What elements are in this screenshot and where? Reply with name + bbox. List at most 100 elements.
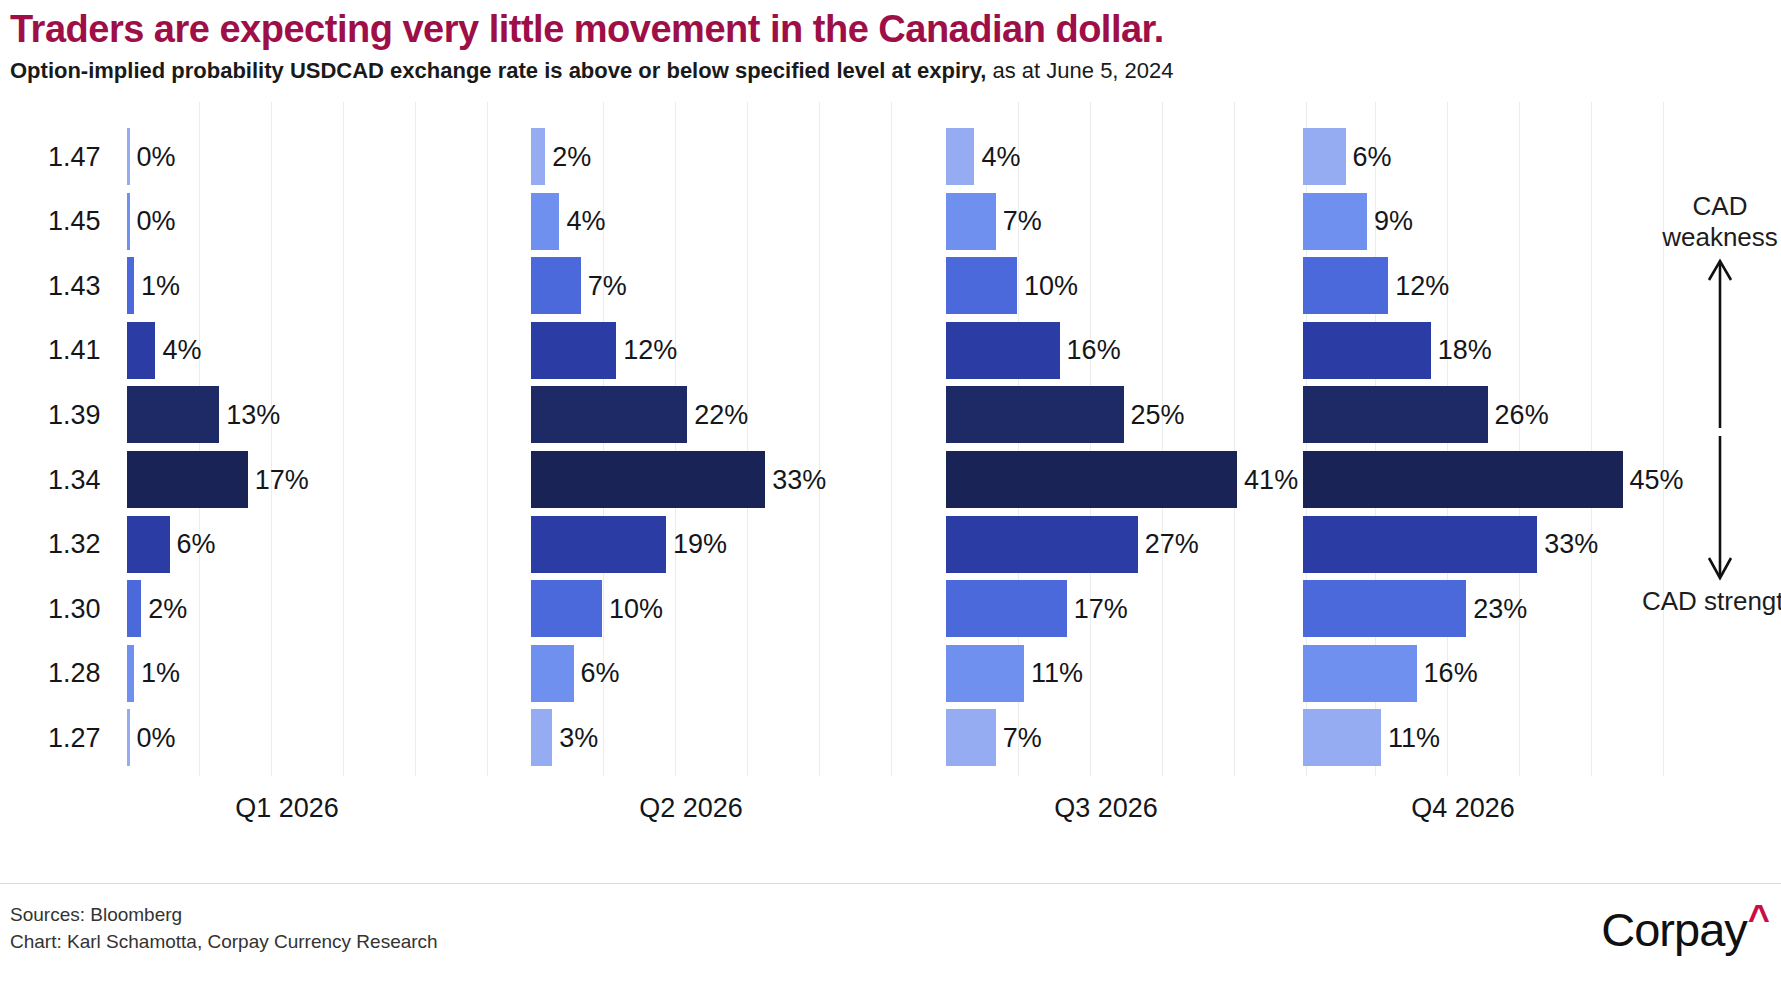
bar (1303, 322, 1431, 379)
quarter-label: Q3 2026 (946, 793, 1266, 824)
rate-tick-label: 1.39 (48, 400, 120, 431)
bar-value-label: 2% (552, 142, 591, 173)
bar (531, 516, 666, 573)
rate-tick-label: 1.41 (48, 335, 120, 366)
bar (127, 257, 134, 314)
bar-value-label: 17% (255, 465, 309, 496)
bar (1303, 580, 1466, 637)
bar (1303, 386, 1488, 443)
page-subtitle: Option-implied probability USDCAD exchan… (10, 57, 1174, 85)
bar-value-label: 16% (1424, 658, 1478, 689)
bar-value-label: 4% (566, 206, 605, 237)
bar (127, 128, 130, 185)
bar (531, 645, 574, 702)
bar-value-label: 22% (694, 400, 748, 431)
bar (127, 451, 248, 508)
bar (531, 257, 581, 314)
bar-value-label: 33% (772, 465, 826, 496)
bar-value-label: 27% (1145, 529, 1199, 560)
bar (531, 128, 545, 185)
bar (127, 709, 130, 766)
bar-value-label: 2% (148, 594, 187, 625)
bar-value-label: 11% (1388, 723, 1440, 754)
cad-weakness-arrow-up-icon (1696, 256, 1744, 430)
quarter-label: Q4 2026 (1303, 793, 1623, 824)
gridline (1591, 102, 1592, 776)
bar (946, 322, 1060, 379)
gridline (1162, 102, 1163, 776)
subtitle-main: Option-implied probability USDCAD exchan… (10, 58, 986, 83)
cad-weakness-label: CAD weakness (1635, 191, 1781, 253)
bar-value-label: 16% (1067, 335, 1121, 366)
rate-tick-label: 1.27 (48, 723, 120, 754)
gridline (271, 102, 272, 776)
subtitle-date: as at June 5, 2024 (986, 58, 1173, 83)
bar (531, 709, 552, 766)
bar (946, 516, 1138, 573)
bar (946, 386, 1124, 443)
bar-value-label: 0% (137, 723, 176, 754)
bar-value-label: 0% (137, 206, 176, 237)
rate-tick-label: 1.30 (48, 594, 120, 625)
bar-value-label: 1% (141, 658, 180, 689)
bar-value-label: 25% (1131, 400, 1185, 431)
bar-value-label: 4% (162, 335, 201, 366)
gridline (747, 102, 748, 776)
bar-value-label: 19% (673, 529, 727, 560)
corpay-logo-text: Corpay (1601, 903, 1747, 956)
bar-value-label: 11% (1031, 658, 1083, 689)
bar-value-label: 10% (609, 594, 663, 625)
bar (531, 451, 765, 508)
bar-value-label: 6% (1353, 142, 1392, 173)
gridline (343, 102, 344, 776)
sources-line: Sources: Bloomberg (10, 901, 438, 928)
footer-divider (0, 883, 1781, 884)
bar (531, 322, 616, 379)
bar (127, 193, 130, 250)
bar (946, 128, 974, 185)
bar-value-label: 12% (623, 335, 677, 366)
gridline (891, 102, 892, 776)
bar (946, 257, 1017, 314)
bar (946, 709, 996, 766)
bar-value-label: 10% (1024, 271, 1078, 302)
bar-value-label: 7% (1003, 723, 1042, 754)
bar (531, 386, 687, 443)
bar-value-label: 9% (1374, 206, 1413, 237)
quarter-label: Q1 2026 (127, 793, 447, 824)
bar (1303, 709, 1381, 766)
chart-page: Traders are expecting very little moveme… (0, 0, 1781, 1000)
bar (1303, 193, 1367, 250)
bar (1303, 451, 1623, 508)
rate-tick-label: 1.45 (48, 206, 120, 237)
bar-value-label: 12% (1395, 271, 1449, 302)
bar-value-label: 41% (1244, 465, 1298, 496)
cad-strength-label: CAD strength (1635, 586, 1781, 617)
bar (531, 193, 559, 250)
bar-value-label: 13% (226, 400, 280, 431)
bar-value-label: 6% (581, 658, 620, 689)
bar (531, 580, 602, 637)
bar-value-label: 0% (137, 142, 176, 173)
rate-tick-label: 1.34 (48, 465, 120, 496)
bar (127, 386, 219, 443)
cad-strength-arrow-down-icon (1696, 436, 1744, 582)
bar-value-label: 23% (1473, 594, 1527, 625)
gridline (1519, 102, 1520, 776)
bar-value-label: 7% (588, 271, 627, 302)
bar-value-label: 26% (1495, 400, 1549, 431)
quarter-label: Q2 2026 (531, 793, 851, 824)
bar-value-label: 33% (1544, 529, 1598, 560)
bar (127, 645, 134, 702)
rate-tick-label: 1.32 (48, 529, 120, 560)
credit-line: Chart: Karl Schamotta, Corpay Currency R… (10, 928, 438, 955)
gridline (1234, 102, 1235, 776)
bar (946, 193, 996, 250)
bar-value-label: 17% (1074, 594, 1128, 625)
bar-value-label: 4% (981, 142, 1020, 173)
page-title: Traders are expecting very little moveme… (10, 6, 1164, 52)
bar (1303, 257, 1388, 314)
bar-value-label: 18% (1438, 335, 1492, 366)
corpay-logo-caret-icon: ^ (1748, 898, 1769, 940)
bar (946, 451, 1237, 508)
